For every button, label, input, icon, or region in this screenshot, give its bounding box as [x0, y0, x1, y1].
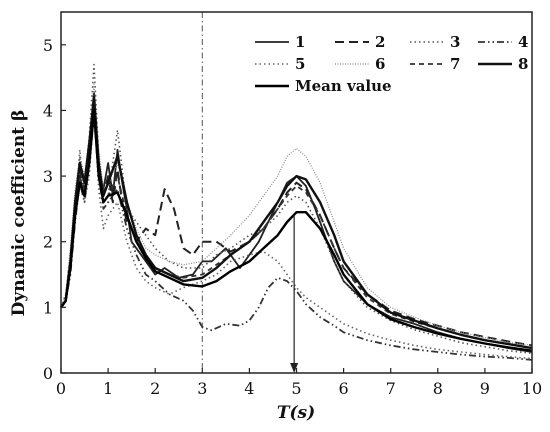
plot-layer — [60, 12, 533, 373]
y-tick-label: 3 — [43, 167, 53, 186]
series-line-6 — [60, 83, 533, 346]
y-tick-label: 1 — [43, 298, 53, 317]
series-line-4 — [60, 116, 533, 361]
legend-label-7: 7 — [450, 55, 460, 73]
y-tick-label: 0 — [43, 364, 53, 383]
x-tick-label: 4 — [244, 379, 254, 398]
legend-label-3: 3 — [450, 33, 460, 51]
y-tick-label: 5 — [43, 36, 53, 55]
series-line-mean-value — [60, 109, 533, 352]
series-line-5 — [60, 109, 533, 360]
x-tick-label: 5 — [291, 379, 301, 398]
x-axis-title: T(s) — [277, 403, 315, 423]
legend-label-2: 2 — [375, 33, 385, 51]
x-tick-label: 7 — [386, 379, 396, 398]
x-tick-label: 0 — [56, 379, 66, 398]
x-tick-label: 3 — [197, 379, 207, 398]
legend-label-5: 5 — [295, 55, 305, 73]
y-tick-label: 4 — [43, 101, 53, 120]
legend-layer: 1 2 3 4 5 6 7 8 Mean value — [255, 33, 528, 95]
legend-label-mean-value: Mean value — [295, 77, 392, 95]
peak-arrow-head — [290, 363, 299, 373]
legend-label-4: 4 — [518, 33, 528, 51]
x-tick-label: 10 — [522, 379, 542, 398]
x-tick-label: 9 — [480, 379, 490, 398]
series-line-7 — [60, 89, 533, 349]
x-tick-label: 2 — [150, 379, 160, 398]
x-tick-label: 1 — [103, 379, 113, 398]
y-tick-label: 2 — [43, 233, 53, 252]
x-tick-label: 8 — [433, 379, 443, 398]
legend-label-6: 6 — [375, 55, 385, 73]
legend-label-1: 1 — [295, 33, 305, 51]
legend-label-8: 8 — [518, 55, 528, 73]
axes-layer: 0 1 2 3 4 5 6 7 8 9 10 0 1 2 3 4 5 — [43, 11, 542, 398]
series-line-8 — [60, 96, 533, 350]
y-axis-title: Dynamic coefficient β — [9, 110, 29, 317]
x-tick-label: 6 — [339, 379, 349, 398]
series-line-3 — [60, 63, 533, 355]
